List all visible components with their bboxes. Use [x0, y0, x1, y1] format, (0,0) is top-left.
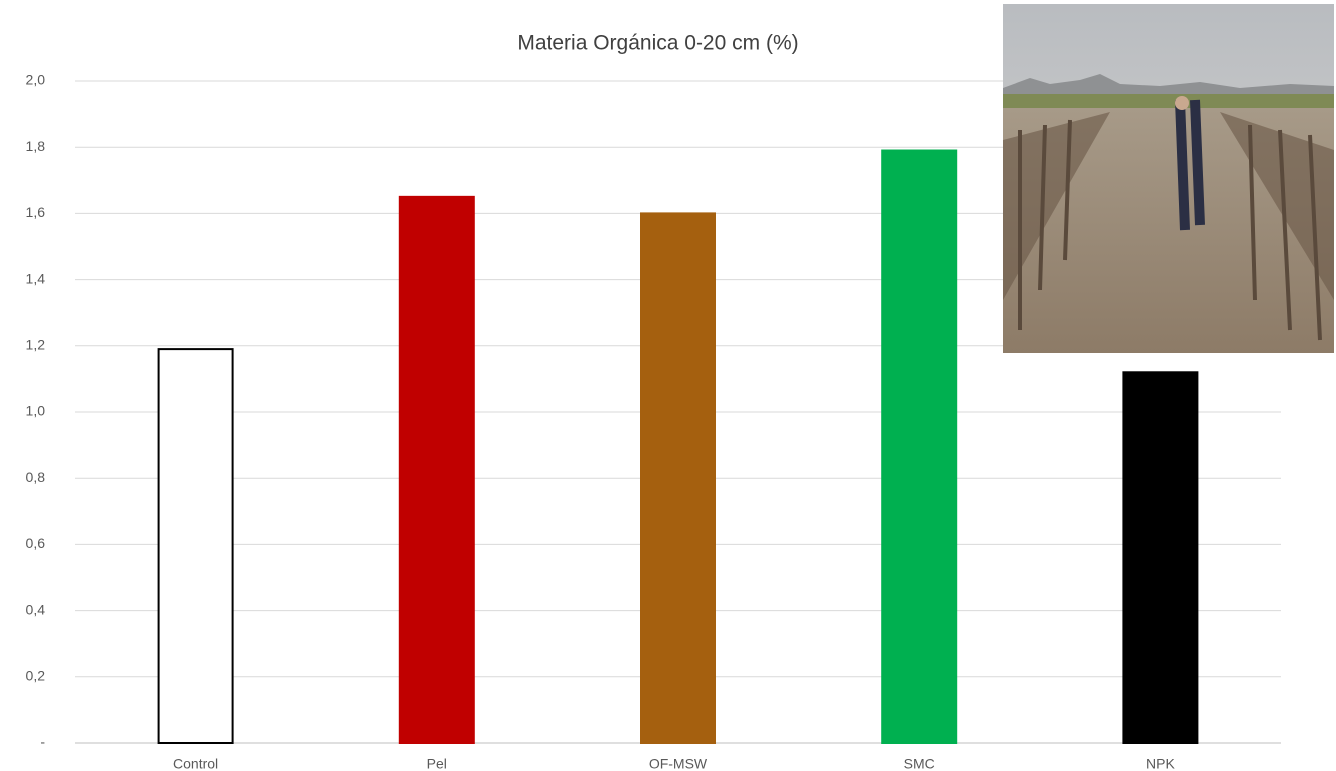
y-tick-label: 0,6 [26, 535, 46, 551]
y-tick-label: 0,2 [26, 668, 46, 684]
plot-area: - 0,2 0,4 0,6 0,8 1,0 1,2 1,4 1,6 1,8 2,0 Control Pe… [26, 72, 1281, 771]
chart-title: Materia Orgánica 0-20 cm (%) [517, 32, 798, 55]
bar [157, 348, 234, 744]
x-tick-label: OF-MSW [649, 756, 708, 771]
y-tick-label: 1,8 [26, 138, 46, 154]
x-tick-label: Control [173, 756, 218, 771]
y-tick-label: 0,4 [26, 601, 46, 617]
y-tick-label: 1,6 [26, 204, 46, 220]
y-tick-label: 1,0 [26, 403, 46, 419]
y-tick-label: 1,4 [26, 270, 46, 286]
x-tick-label: SMC [904, 756, 935, 771]
y-tick-label: 1,2 [26, 337, 46, 353]
y-tick-label: 2,0 [26, 72, 46, 88]
y-tick-label: - [40, 734, 45, 750]
bar [1122, 371, 1199, 744]
bar [640, 212, 716, 744]
photo-inset [1003, 4, 1334, 353]
x-tick-label: NPK [1146, 756, 1175, 771]
y-tick-label: 0,8 [26, 469, 46, 485]
x-tick-label: Pel [427, 756, 447, 771]
bar [398, 195, 475, 745]
bar [881, 149, 958, 744]
